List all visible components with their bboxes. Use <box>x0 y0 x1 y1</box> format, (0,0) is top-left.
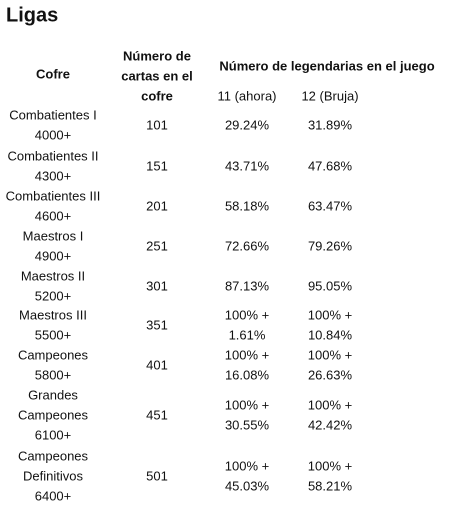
cofre-cell: Maestros I <box>23 228 84 243</box>
n12-cell: 26.63% <box>308 367 353 382</box>
n11-cell: 72.66% <box>225 238 270 253</box>
cofre-cell: 4000+ <box>35 127 72 142</box>
n11-cell: 100% + <box>225 397 269 412</box>
n11-cell: 43.71% <box>225 158 270 173</box>
cofre-cell: Campeones <box>18 407 89 422</box>
n11-cell: 87.13% <box>225 278 270 293</box>
cartas-cell: 101 <box>146 117 168 132</box>
cofre-cell: Grandes <box>28 387 78 402</box>
cartas-cell: 151 <box>146 158 168 173</box>
n11-cell: 29.24% <box>225 117 270 132</box>
header-11: 11 (ahora) <box>217 88 276 103</box>
cofre-cell: Combatientes III <box>6 188 101 203</box>
cofre-cell: Campeones <box>18 448 89 463</box>
cofre-cell: Combatientes I <box>9 107 96 122</box>
cofre-cell: 5500+ <box>35 327 72 342</box>
cartas-cell: 401 <box>146 357 168 372</box>
n11-cell: 45.03% <box>225 478 270 493</box>
n12-cell: 100% + <box>308 307 352 322</box>
n11-cell: 100% + <box>225 458 269 473</box>
header-cartas: Número de <box>123 48 191 63</box>
cofre-cell: Maestros II <box>21 268 85 283</box>
cofre-cell: 5800+ <box>35 367 72 382</box>
header-12: 12 (Bruja) <box>301 88 358 103</box>
cofre-cell: Definitivos <box>23 468 83 483</box>
n12-cell: 63.47% <box>308 198 353 213</box>
cofre-cell: 6400+ <box>35 488 72 503</box>
cofre-cell: Maestros III <box>19 307 87 322</box>
n11-cell: 100% + <box>225 307 269 322</box>
cartas-cell: 351 <box>146 317 168 332</box>
cartas-cell: 251 <box>146 238 168 253</box>
n12-cell: 10.84% <box>308 327 353 342</box>
cartas-cell: 451 <box>146 407 168 422</box>
n12-cell: 95.05% <box>308 278 353 293</box>
n12-cell: 31.89% <box>308 117 353 132</box>
n11-cell: 100% + <box>225 347 269 362</box>
n12-cell: 100% + <box>308 347 352 362</box>
n12-cell: 58.21% <box>308 478 353 493</box>
n11-cell: 1.61% <box>229 327 266 342</box>
n12-cell: 42.42% <box>308 417 353 432</box>
n12-cell: 79.26% <box>308 238 353 253</box>
n12-cell: 47.68% <box>308 158 353 173</box>
n12-cell: 100% + <box>308 397 352 412</box>
header-legendarias: Número de legendarias en el juego <box>219 58 434 73</box>
header-cartas: cartas en el <box>121 68 193 83</box>
cofre-cell: 6100+ <box>35 427 72 442</box>
n11-cell: 30.55% <box>225 417 270 432</box>
header-cartas: cofre <box>141 88 173 103</box>
n11-cell: 16.08% <box>225 367 270 382</box>
header-cofre: Cofre <box>36 66 70 81</box>
cofre-cell: 5200+ <box>35 288 72 303</box>
cofre-cell: Campeones <box>18 347 89 362</box>
cartas-cell: 501 <box>146 468 168 483</box>
cartas-cell: 301 <box>146 278 168 293</box>
cofre-cell: 4900+ <box>35 248 72 263</box>
n11-cell: 58.18% <box>225 198 270 213</box>
cofre-cell: Combatientes II <box>7 148 98 163</box>
n12-cell: 100% + <box>308 458 352 473</box>
cofre-cell: 4600+ <box>35 208 72 223</box>
title: Ligas <box>6 4 58 26</box>
cartas-cell: 201 <box>146 198 168 213</box>
cofre-cell: 4300+ <box>35 168 72 183</box>
